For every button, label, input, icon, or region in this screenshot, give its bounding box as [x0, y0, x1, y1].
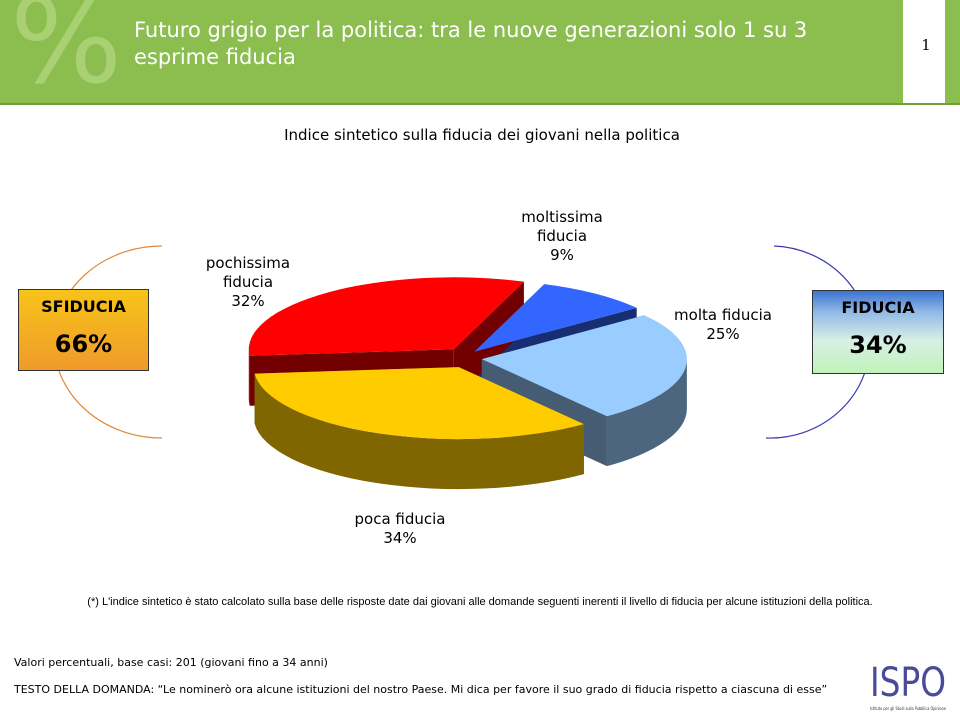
- chart-title: Indice sintetico sulla fiducia dei giova…: [284, 126, 680, 144]
- slice-label-poca: poca fiducia 34%: [320, 510, 480, 548]
- sfiducia-value: 66%: [54, 330, 113, 358]
- slice-label-pochissima-value: 32%: [231, 292, 265, 310]
- slice-label-pochissima: pochissima fiducia 32%: [188, 254, 308, 311]
- slide-title: Futuro grigio per la politica: tra le nu…: [134, 18, 808, 69]
- slice-label-moltissima-value: 9%: [550, 246, 574, 264]
- question-text: TESTO DELLA DOMANDA: “Le nominerò ora al…: [14, 683, 828, 696]
- pie-slice-3-side: [248, 349, 250, 406]
- sfiducia-label: SFIDUCIA: [41, 297, 126, 316]
- ispo-logo-tagline: Istituto per gli Studi sulla Pubblica Op…: [870, 706, 946, 712]
- pie-slice-1: [481, 315, 687, 417]
- slice-label-molta-name: molta fiducia: [674, 306, 772, 324]
- header-divider: [0, 103, 960, 105]
- sfiducia-box: SFIDUCIA 66%: [18, 289, 149, 371]
- pie-slice-0: [474, 284, 637, 352]
- pie-slice-3: [248, 277, 524, 356]
- percent-watermark-icon: %: [10, 0, 123, 110]
- slice-label-molta: molta fiducia 25%: [648, 306, 798, 344]
- page-number: 1: [921, 36, 931, 54]
- slice-label-molta-value: 25%: [706, 325, 740, 343]
- slice-label-poca-value: 34%: [383, 529, 417, 547]
- fiducia-box: FIDUCIA 34%: [812, 290, 944, 374]
- ispo-logo: ISPO Istituto per gli Studi sulla Pubbli…: [870, 660, 946, 712]
- base-note: Valori percentuali, base casi: 201 (giov…: [14, 656, 328, 669]
- header-accent-strip: [945, 0, 960, 103]
- pie-slice-1-side: [606, 359, 687, 467]
- slice-label-poca-name: poca fiducia: [354, 510, 446, 528]
- slice-label-moltissima: moltissima fiducia 9%: [492, 208, 632, 265]
- pie-slice-2-side: [254, 373, 584, 490]
- slice-label-moltissima-name: moltissima fiducia: [521, 208, 603, 245]
- header-bar: [0, 0, 903, 103]
- pie-tops: [248, 277, 687, 440]
- fiducia-value: 34%: [849, 331, 907, 359]
- slice-label-pochissima-name: pochissima fiducia: [205, 254, 291, 291]
- pie-slice-2: [254, 367, 584, 440]
- fiducia-label: FIDUCIA: [841, 298, 915, 317]
- footnote: (*) L'indice sintetico è stato calcolato…: [87, 596, 873, 608]
- ispo-logo-text: ISPO: [870, 660, 946, 706]
